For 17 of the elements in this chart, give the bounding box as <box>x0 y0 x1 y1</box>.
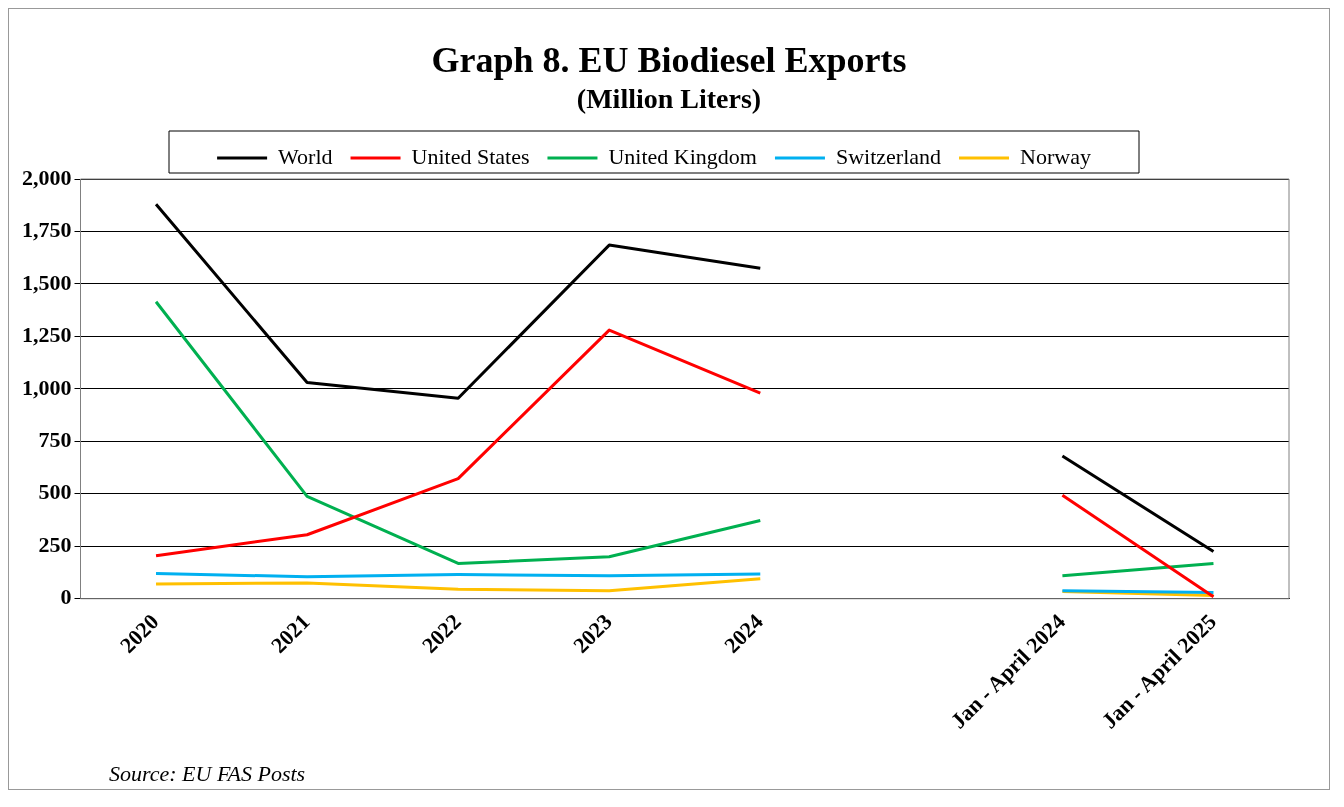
legend-label: United Kingdom <box>608 143 757 169</box>
y-tick-label: 2,000 <box>22 164 72 190</box>
legend-label: Norway <box>1020 143 1091 169</box>
legend-label: Switzerland <box>835 143 942 169</box>
chart-subtitle: (Million Liters) <box>575 83 763 115</box>
y-tick-label: 1,000 <box>22 374 72 400</box>
y-tick-label: 1,250 <box>22 322 72 348</box>
source-note: Source: EU FAS Posts <box>109 761 306 787</box>
y-tick-label: 1,500 <box>22 269 72 295</box>
y-tick-label: 1,750 <box>22 217 72 243</box>
y-tick-label: 500 <box>38 479 72 505</box>
chart-title: Graph 8. EU Biodiesel Exports <box>430 39 908 81</box>
y-tick-label: 0 <box>60 584 72 610</box>
legend-label: World <box>278 143 333 169</box>
y-tick-label: 750 <box>38 427 72 453</box>
legend-label: United States <box>411 143 530 169</box>
y-tick-label: 250 <box>38 531 72 557</box>
